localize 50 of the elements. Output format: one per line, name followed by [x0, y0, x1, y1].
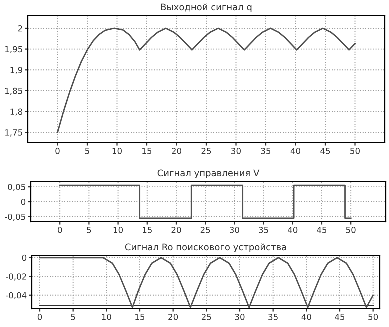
y-tick-label: 0,05	[8, 184, 26, 192]
x-tick-label: 40	[302, 314, 312, 320]
x-tick-label: 30	[230, 227, 240, 234]
x-tick-label: 20	[172, 227, 182, 234]
x-tick-label: 40	[288, 227, 298, 234]
x-tick-label: 0	[56, 148, 60, 154]
line-series	[39, 257, 374, 308]
x-tick-label: 10	[112, 148, 122, 154]
x-tick-label: 15	[142, 148, 152, 154]
x-tick-label: 0	[58, 227, 62, 234]
y-tick-label: 0	[22, 254, 27, 262]
x-tick-label: 30	[235, 314, 245, 320]
x-tick-label: 10	[102, 314, 112, 320]
x-tick-label: 40	[290, 148, 300, 154]
y-tick-label: 1,95	[6, 46, 22, 54]
x-tick-label: 45	[320, 148, 330, 154]
y-tick-label: 2	[18, 25, 22, 32]
x-tick-label: 0	[38, 314, 42, 320]
x-tick-label: 50	[350, 148, 360, 154]
chart-title: Сигнал Ro поискового устройства	[125, 244, 286, 252]
line-series	[57, 28, 356, 134]
y-tick-label: -0,05	[4, 214, 26, 222]
x-tick-label: 15	[143, 227, 152, 234]
x-tick-label: 35	[268, 314, 278, 320]
x-tick-label: 50	[368, 314, 378, 320]
x-tick-label: 25	[202, 148, 212, 154]
x-tick-label: 20	[172, 148, 182, 154]
x-tick-label: 45	[335, 314, 345, 320]
x-tick-label: 5	[85, 148, 90, 154]
y-tick-label: -0,02	[6, 274, 26, 281]
y-tick-label: 0	[21, 198, 26, 206]
x-tick-label: 30	[232, 148, 241, 154]
x-tick-label: 10	[114, 227, 124, 234]
x-tick-label: 35	[259, 227, 268, 234]
y-tick-label: 1,8	[10, 108, 23, 116]
x-tick-label: 25	[202, 314, 212, 320]
chart-title: Сигнал управления V	[158, 170, 260, 178]
x-tick-label: 50	[346, 227, 356, 234]
x-tick-label: 45	[317, 227, 327, 234]
y-tick-label: 1,9	[10, 67, 23, 74]
x-tick-label: 35	[261, 148, 271, 154]
chart-title: Выходной сигнал q	[161, 4, 252, 12]
x-tick-label: 5	[71, 314, 76, 320]
y-tick-label: -0,04	[6, 292, 27, 300]
x-tick-label: 25	[200, 227, 210, 234]
y-tick-label: 1,85	[6, 88, 22, 96]
x-tick-label: 15	[136, 314, 145, 320]
x-tick-label: 5	[87, 227, 92, 234]
x-tick-label: 20	[168, 314, 178, 320]
y-tick-label: 1,75	[6, 130, 22, 137]
